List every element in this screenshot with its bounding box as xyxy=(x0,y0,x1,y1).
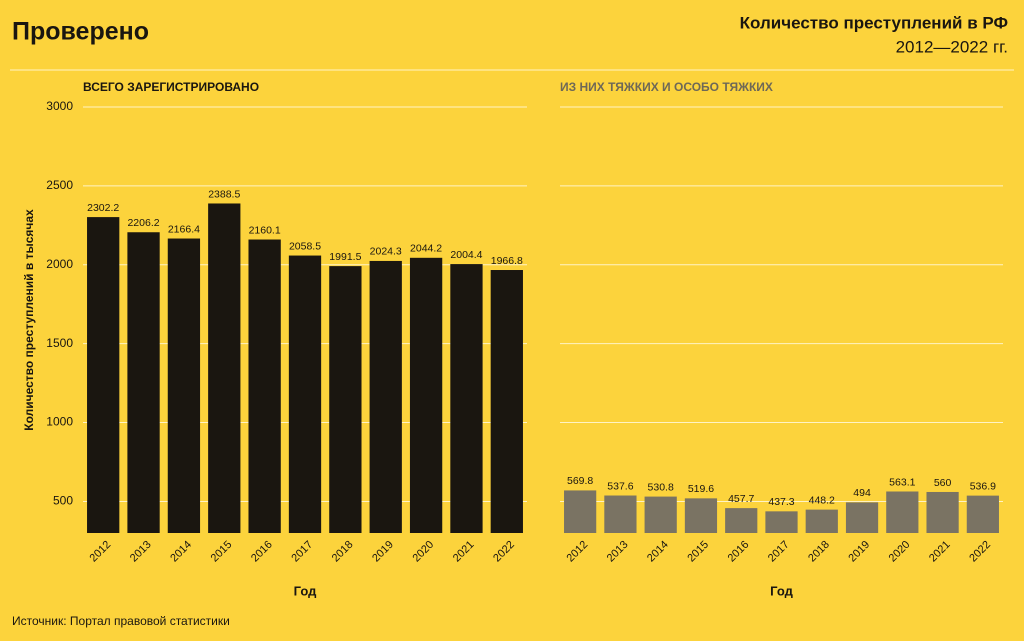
y-tick-label: 2000 xyxy=(46,257,73,271)
x-tick-label: 2014 xyxy=(168,539,194,565)
x-tick-label: 2015 xyxy=(209,539,235,565)
panel-title: ВСЕГО ЗАРЕГИСТРИРОВАНО xyxy=(83,80,259,94)
x-tick-label: 2015 xyxy=(685,539,711,565)
value-label: 2388.5 xyxy=(208,188,240,200)
bar xyxy=(248,239,281,533)
value-label: 2024.3 xyxy=(370,246,402,258)
x-axis-label: Год xyxy=(294,583,317,598)
bar xyxy=(886,491,919,533)
panel-title: ИЗ НИХ ТЯЖКИХ И ОСОБО ТЯЖКИХ xyxy=(560,80,773,94)
bar xyxy=(490,270,523,533)
value-label: 1991.5 xyxy=(329,251,361,263)
value-label: 448.2 xyxy=(809,494,835,506)
x-tick-label: 2012 xyxy=(565,539,591,565)
value-label: 560 xyxy=(934,477,952,489)
x-tick-label: 2016 xyxy=(726,539,752,565)
value-label: 2058.5 xyxy=(289,240,321,252)
value-label: 2206.2 xyxy=(127,217,159,229)
y-tick-label: 1000 xyxy=(46,415,73,429)
bar xyxy=(369,260,402,533)
bar xyxy=(127,232,160,533)
x-tick-label: 2013 xyxy=(605,539,631,565)
value-label: 457.7 xyxy=(728,493,754,505)
x-axis-label: Год xyxy=(770,583,793,598)
value-label: 569.8 xyxy=(567,475,593,487)
bar xyxy=(87,217,120,533)
value-label: 2302.2 xyxy=(87,202,119,214)
bar xyxy=(926,491,959,533)
source: Источник: Портал правовой статистики xyxy=(12,614,230,628)
x-tick-label: 2022 xyxy=(967,539,993,565)
value-label: 437.3 xyxy=(768,496,794,508)
y-axis-label: Количество преступлений в тысячах xyxy=(22,209,36,431)
bar xyxy=(167,238,201,533)
y-tick-label: 3000 xyxy=(46,99,73,113)
x-tick-label: 2013 xyxy=(128,539,154,565)
x-tick-label: 2020 xyxy=(887,539,913,565)
y-tick-label: 500 xyxy=(53,494,73,508)
y-tick-label: 1500 xyxy=(46,336,73,350)
x-tick-label: 2020 xyxy=(410,539,436,565)
bar xyxy=(288,255,322,533)
value-label: 519.6 xyxy=(688,483,714,495)
x-tick-label: 2017 xyxy=(766,539,792,565)
x-tick-label: 2021 xyxy=(927,539,953,565)
bar xyxy=(966,495,999,533)
bar xyxy=(329,266,362,533)
bar xyxy=(805,509,838,533)
value-label: 494 xyxy=(853,487,871,499)
logo: Проверено xyxy=(12,18,149,46)
bar xyxy=(450,264,483,533)
bar xyxy=(604,495,637,533)
x-tick-label: 2018 xyxy=(330,539,356,565)
value-label: 2044.2 xyxy=(410,243,442,255)
x-tick-label: 2014 xyxy=(645,539,671,565)
x-tick-label: 2021 xyxy=(451,539,477,565)
value-label: 2004.4 xyxy=(450,249,482,261)
value-label: 537.6 xyxy=(607,480,633,492)
subtitle: 2012—2022 гг. xyxy=(896,37,1008,56)
x-tick-label: 2018 xyxy=(806,539,832,565)
value-label: 563.1 xyxy=(889,476,915,488)
bar xyxy=(725,508,758,533)
value-label: 536.9 xyxy=(970,480,996,492)
title: Количество преступлений в РФ xyxy=(740,13,1008,32)
x-tick-label: 2017 xyxy=(289,539,315,565)
bar xyxy=(845,502,879,533)
bar xyxy=(765,511,798,533)
y-tick-label: 2500 xyxy=(46,178,73,192)
x-tick-label: 2012 xyxy=(88,539,114,565)
x-tick-label: 2016 xyxy=(249,539,275,565)
value-label: 2160.1 xyxy=(249,224,281,236)
bar xyxy=(684,498,718,533)
bar xyxy=(409,257,443,533)
x-tick-label: 2019 xyxy=(846,539,872,565)
bar xyxy=(564,490,597,533)
x-tick-label: 2022 xyxy=(491,539,517,565)
value-label: 1966.8 xyxy=(491,255,523,267)
bar xyxy=(644,496,677,533)
value-label: 530.8 xyxy=(648,481,674,493)
bar xyxy=(208,203,241,533)
x-tick-label: 2019 xyxy=(370,539,396,565)
value-label: 2166.4 xyxy=(168,223,200,235)
